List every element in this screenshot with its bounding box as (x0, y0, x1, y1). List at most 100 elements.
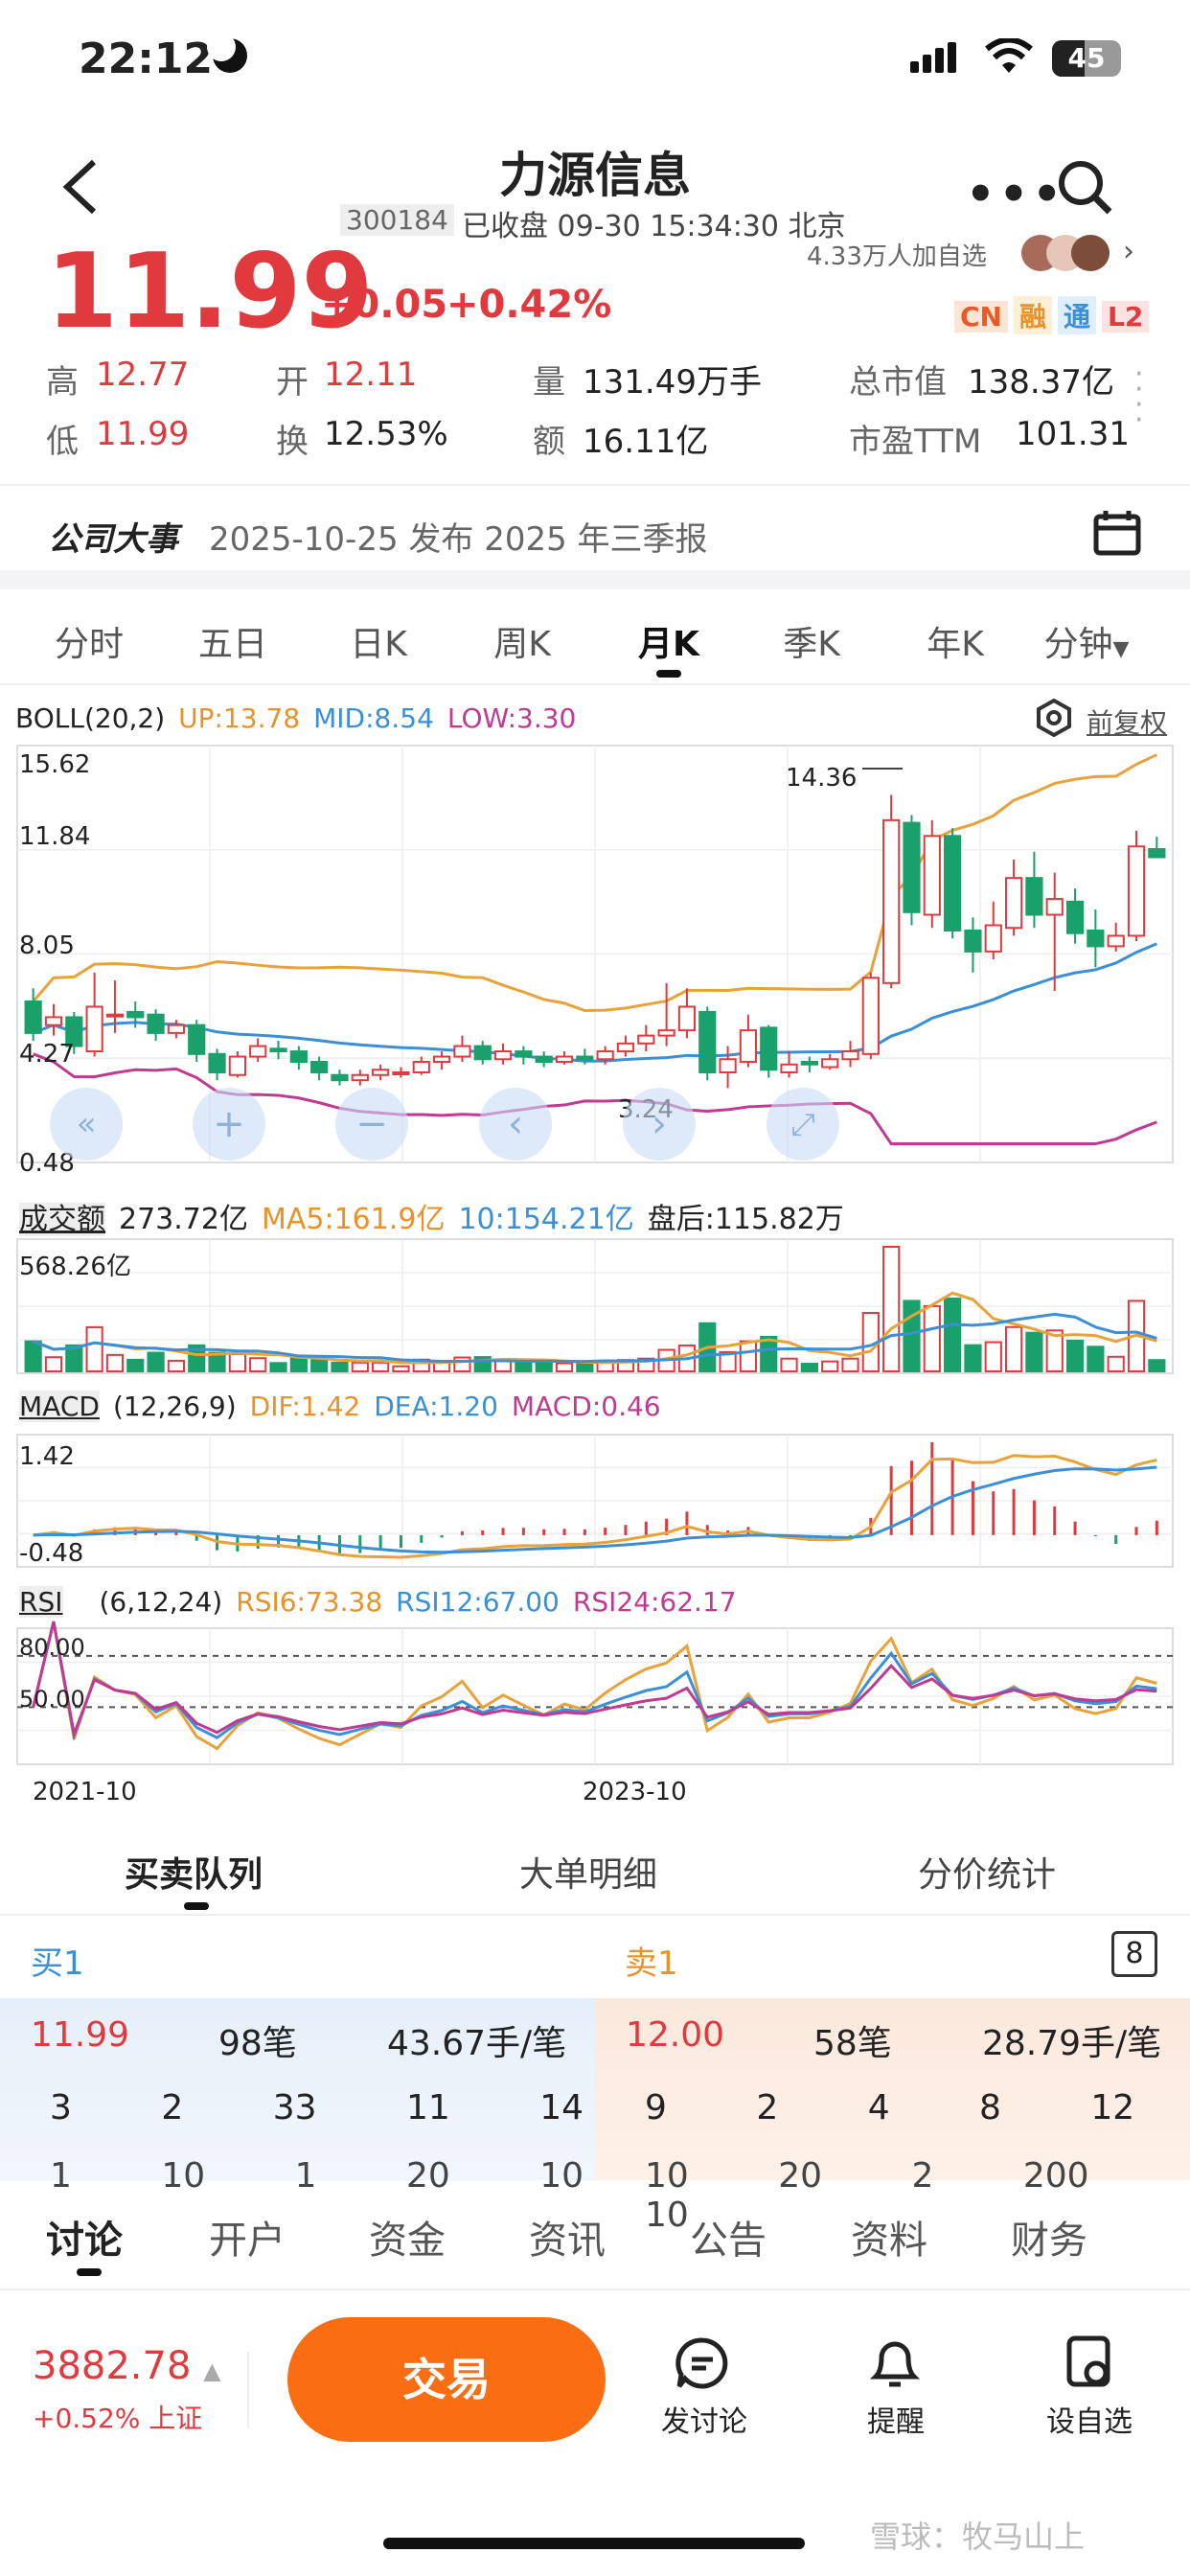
volume-bar (331, 1361, 349, 1372)
volume-name[interactable]: 成交额 (19, 1203, 105, 1236)
scroll-right-icon[interactable]: › (623, 1088, 696, 1161)
volume-bar (1087, 1346, 1105, 1373)
chart-canvas[interactable] (0, 685, 1190, 1816)
zoom-in-icon[interactable]: + (193, 1088, 265, 1161)
alert-label[interactable]: 提醒 (867, 2405, 925, 2439)
scroll-left-icon[interactable]: ‹ (479, 1088, 552, 1161)
volume-bar (105, 1353, 125, 1373)
settings-icon[interactable] (1035, 699, 1073, 737)
l2-badge: L2 (1102, 301, 1150, 333)
price-axis-label: 4.27 (19, 1040, 75, 1069)
stat-volume-label: 量 (533, 363, 565, 402)
tab-weekly[interactable]: 周K (493, 625, 551, 664)
comment-icon[interactable] (675, 2336, 729, 2390)
moon-icon (207, 33, 247, 73)
tab-discussion[interactable]: 讨论 (46, 2219, 123, 2263)
tab-intraday[interactable]: 分时 (54, 625, 124, 664)
price-axis-label: 8.05 (19, 932, 75, 960)
wifi-icon (985, 38, 1033, 73)
more-stats-icon[interactable]: · · · · (1134, 357, 1144, 437)
volume-bar (1065, 1339, 1085, 1372)
bid-panel: 11.99 98笔 43.67手/笔 3 2 33 11 14 1 10 1 2… (0, 1998, 595, 2196)
period-tabs: 分时 五日 日K 周K 月K 季K 年K 分钟▼ (0, 589, 1190, 685)
index-value[interactable]: 3882.78 ▲ (33, 2344, 221, 2388)
candle-body (493, 1050, 513, 1061)
candle-body (576, 1055, 594, 1061)
volume-bar (1148, 1359, 1166, 1373)
ask-avg: 28.79手/笔 (982, 2024, 1162, 2063)
volume-bar (760, 1335, 778, 1372)
volume-axis-label: 568.26亿 (19, 1253, 131, 1281)
tab-five-day[interactable]: 五日 (197, 625, 267, 664)
scroll-left-fast-icon[interactable]: « (50, 1088, 123, 1161)
macd-legend: MACD (12,26,9) DIF:1.42 DEA:1.20 MACD:0.46 (19, 1391, 675, 1422)
section-divider (0, 570, 1190, 589)
event-text: 2025-10-25 发布 2025 年三季报 (209, 520, 708, 559)
volume-bar (984, 1341, 1002, 1372)
candle-body (249, 1045, 267, 1058)
watchlist-count[interactable]: 4.33万人加自选 (807, 242, 987, 271)
volume-bar (1004, 1325, 1023, 1372)
tab-minute[interactable]: 分钟▼ (1019, 616, 1154, 666)
volume-bar (188, 1344, 206, 1372)
tab-price-stats[interactable]: 分价统计 (918, 1855, 1057, 1895)
trade-button[interactable]: 交易 (287, 2317, 606, 2442)
company-event-bar[interactable]: 公司大事 2025-10-25 发布 2025 年三季报 (0, 484, 1190, 580)
bid-price: 11.99 (31, 2015, 130, 2055)
level-count-icon[interactable]: 8 (1111, 1931, 1157, 1977)
tab-quarterly[interactable]: 季K (783, 625, 840, 664)
boll-name: BOLL(20,2) (15, 702, 166, 734)
fullscreen-icon[interactable]: ⤢ (767, 1088, 839, 1161)
volume-bar (1107, 1355, 1125, 1373)
tab-announcements[interactable]: 公告 (690, 2219, 767, 2263)
macd-dea-line (33, 1465, 1157, 1554)
volume-after-hours: 盘后:115.82万 (647, 1203, 844, 1236)
tab-daily[interactable]: 日K (350, 625, 407, 664)
candle-body (44, 1016, 63, 1026)
candle-body (453, 1045, 471, 1058)
boll-low: LOW:3.30 (446, 702, 577, 734)
tab-open-account[interactable]: 开户 (209, 2219, 286, 2263)
margin-badge: 融 (1013, 296, 1052, 334)
active-tab-indicator (184, 1902, 209, 1910)
rsi-name[interactable]: RSI (19, 1586, 63, 1618)
volume-bar (535, 1361, 553, 1372)
macd-axis-top: 1.42 (19, 1442, 75, 1471)
candle-body (719, 1058, 737, 1073)
candle-body (841, 1050, 859, 1061)
volume-bar (821, 1360, 839, 1373)
stat-open-value: 12.11 (324, 356, 418, 394)
tab-financials[interactable]: 财务 (1011, 2219, 1087, 2263)
tab-profile[interactable]: 资料 (851, 2219, 927, 2263)
chevron-right-icon[interactable]: › (1123, 235, 1134, 268)
calendar-icon[interactable] (1092, 507, 1142, 557)
candle-body (432, 1055, 451, 1064)
macd-dea: DEA:1.20 (374, 1391, 498, 1422)
post-discussion-label[interactable]: 发讨论 (661, 2405, 747, 2439)
tab-funds[interactable]: 资金 (369, 2219, 446, 2263)
more-icon[interactable]: ••• (966, 168, 1066, 221)
tab-yearly[interactable]: 年K (927, 625, 984, 664)
bid-queue-row: 3 2 33 11 14 (50, 2088, 584, 2128)
candle-body (637, 1034, 655, 1045)
tab-order-queue[interactable]: 买卖队列 (125, 1855, 263, 1895)
back-icon[interactable] (57, 158, 105, 216)
tab-news[interactable]: 资讯 (529, 2219, 606, 2263)
kline-chart[interactable]: BOLL(20,2) UP:13.78 MID:8.54 LOW:3.30 前复权 1… (0, 685, 1190, 1816)
search-icon[interactable] (1054, 156, 1115, 218)
zoom-out-icon[interactable]: − (335, 1088, 408, 1161)
bell-icon[interactable] (868, 2334, 922, 2392)
stat-turnover-label: 换 (276, 423, 309, 461)
tab-monthly[interactable]: 月K (638, 625, 699, 664)
badge-group: CN 融通 L2 (954, 296, 1150, 334)
tab-block-trades[interactable]: 大单明细 (519, 1855, 658, 1895)
add-watchlist-label[interactable]: 设自选 (1046, 2405, 1133, 2439)
macd-name[interactable]: MACD (19, 1391, 100, 1422)
boll-up: UP:13.78 (178, 702, 301, 734)
rsi-params: (6,12,24) (99, 1586, 223, 1618)
volume-bar (372, 1361, 390, 1372)
adjust-mode[interactable]: 前复权 (1087, 707, 1168, 739)
add-watchlist-icon[interactable] (1064, 2334, 1117, 2392)
bid1-label: 买1 (31, 1944, 84, 1983)
volume-bar (126, 1358, 145, 1372)
